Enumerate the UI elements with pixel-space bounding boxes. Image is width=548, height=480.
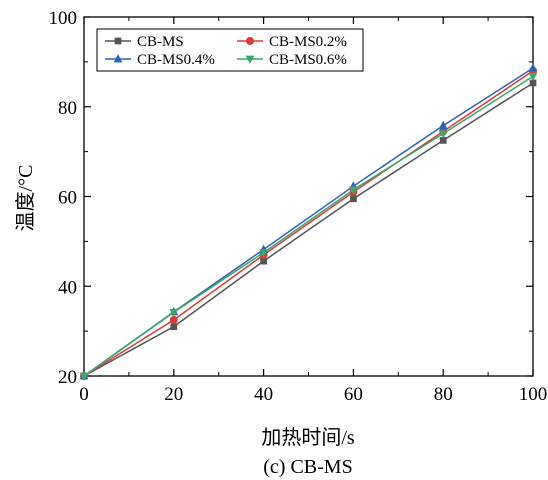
data-point <box>438 120 448 129</box>
legend-entry: CB-MS0.2% <box>237 34 347 50</box>
y-tick-label: 20 <box>58 367 77 388</box>
data-point <box>439 137 447 144</box>
legend-swatch-marker <box>246 37 254 45</box>
figure-caption: (c) CB-MS <box>263 456 352 478</box>
series-1 <box>80 79 537 380</box>
y-tick-label: 80 <box>58 98 77 119</box>
data-point <box>169 315 178 324</box>
x-tick-label: 100 <box>519 384 548 405</box>
y-axis-title: 温度/°C <box>14 165 37 232</box>
x-tick-label: 20 <box>164 384 183 405</box>
data-point <box>528 72 538 82</box>
data-point <box>438 130 448 139</box>
series-4 <box>79 72 538 381</box>
x-tick-label: 0 <box>79 384 89 405</box>
legend-box <box>96 28 364 72</box>
data-point <box>529 79 537 87</box>
data-point <box>528 63 538 72</box>
legend-entry: CB-MS <box>105 34 184 50</box>
legend-label: CB-MS <box>137 34 184 50</box>
x-axis-title: 加热时间/s <box>261 426 355 449</box>
data-point <box>170 323 178 330</box>
legend-entry: CB-MS0.6% <box>237 52 347 68</box>
series-line <box>83 70 534 377</box>
data-point <box>169 308 179 318</box>
data-point <box>348 186 358 195</box>
data-point <box>350 195 357 203</box>
y-tick-label: 60 <box>58 188 77 209</box>
x-tick-label: 60 <box>344 384 363 405</box>
series-2 <box>80 66 537 380</box>
legend-label: CB-MS0.4% <box>137 52 215 68</box>
legend-label: CB-MS0.6% <box>269 52 347 68</box>
legend-swatch-marker <box>113 54 123 63</box>
y-tick-label: 100 <box>49 8 78 29</box>
series-line <box>83 82 534 377</box>
data-point <box>259 249 269 258</box>
series-layer <box>79 63 538 381</box>
legend-entry: CB-MS0.4% <box>105 52 215 68</box>
x-tick-label: 40 <box>254 384 273 405</box>
x-tick-label: 80 <box>434 384 453 405</box>
data-point <box>79 372 89 381</box>
legend: CB-MS CB-MS0.2% CB-MS0.4% CB-MS0.6% <box>96 28 364 72</box>
legend-swatch-marker <box>245 55 255 64</box>
data-point <box>260 257 267 265</box>
legend-swatch-marker <box>114 37 122 45</box>
legend-label: CB-MS0.2% <box>269 34 347 50</box>
series-line <box>83 75 534 377</box>
y-tick-label: 40 <box>58 277 77 298</box>
